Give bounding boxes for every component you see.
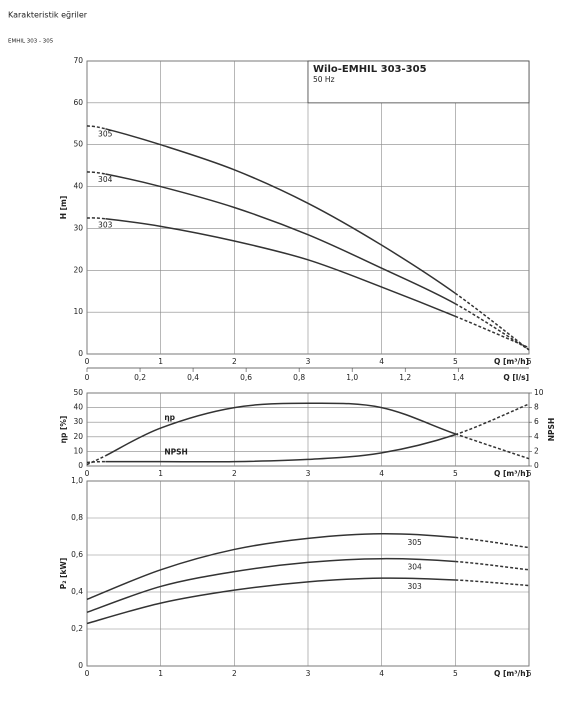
y-tick-label: 30 <box>73 417 83 426</box>
x-tick-label: 1 <box>158 469 163 478</box>
x-tick-label: 3 <box>306 669 311 678</box>
x-tick-label: 0 <box>85 469 90 478</box>
y-tick-label: 30 <box>73 223 83 232</box>
curve-extension <box>455 579 530 587</box>
curve-label: 303 <box>98 220 113 229</box>
y-tick-label: 0,6 <box>71 550 83 559</box>
x-tick-label: 5 <box>453 469 458 478</box>
x2-tick-label: 1,4 <box>452 373 464 382</box>
curve-extension <box>454 303 530 351</box>
y-tick-label: 0,8 <box>71 513 83 522</box>
curve <box>86 532 456 601</box>
curve-label: 304 <box>98 175 113 184</box>
y-tick-label: 0 <box>78 349 83 358</box>
page-title: Karakteristik eğriler <box>8 11 88 20</box>
x-tick-label: 1 <box>158 357 163 366</box>
x-tick-label: 6 <box>527 469 532 478</box>
y2-tick-label: 8 <box>534 403 539 412</box>
y-tick-label: 0,4 <box>71 587 83 596</box>
x-tick-label: 4 <box>379 357 384 366</box>
y-tick-label: 0,2 <box>71 624 83 633</box>
x-tick-label: 3 <box>306 357 311 366</box>
curve <box>86 577 456 625</box>
y2-tick-label: 0 <box>534 461 539 470</box>
x2-tick-label: 0,6 <box>240 373 252 382</box>
curve-label: 305 <box>98 130 113 139</box>
y-tick-label: 50 <box>73 388 83 397</box>
y2-tick-label: 10 <box>534 388 544 397</box>
x-tick-label: 2 <box>232 469 237 478</box>
curve-label: NPSH <box>164 448 187 457</box>
curve-extension <box>455 560 530 571</box>
y-axis-label: ηp [%] <box>59 416 68 444</box>
x-tick-label: 0 <box>85 357 90 366</box>
box-title: Wilo-EMHIL 303-305 <box>313 64 427 75</box>
y-tick-label: 20 <box>73 432 83 441</box>
x-tick-label: 2 <box>232 357 237 366</box>
y-tick-label: 40 <box>73 403 83 412</box>
x-tick-label: 3 <box>306 469 311 478</box>
y-tick-label: 0 <box>78 661 83 670</box>
curve <box>105 173 456 305</box>
y2-axis-label: NPSH <box>547 418 556 441</box>
y2-tick-label: 4 <box>534 432 539 441</box>
y-tick-label: 40 <box>73 182 83 191</box>
x-tick-label: 6 <box>527 357 532 366</box>
curve <box>105 128 456 294</box>
y-tick-label: 1,0 <box>71 476 83 485</box>
x-tick-label: 5 <box>453 357 458 366</box>
curve-label: 305 <box>407 538 422 547</box>
y2-tick-label: 6 <box>534 417 539 426</box>
curve-label: 303 <box>407 582 422 591</box>
curve-extension <box>455 433 530 460</box>
y-tick-label: 20 <box>73 265 83 274</box>
y-tick-label: 10 <box>73 446 83 455</box>
curve-extension <box>86 460 106 464</box>
x-tick-label: 2 <box>232 669 237 678</box>
y2-tick-label: 2 <box>534 446 539 455</box>
x2-tick-label: 0 <box>85 373 90 382</box>
x2-tick-label: 1,2 <box>399 373 411 382</box>
legend-box <box>307 60 530 104</box>
curve-label: ηp <box>164 413 175 422</box>
y-tick-label: 10 <box>73 307 83 316</box>
x-tick-label: 5 <box>453 669 458 678</box>
curve-label: 304 <box>407 563 422 572</box>
box-subtitle: 50 Hz <box>313 75 335 84</box>
x-tick-label: 0 <box>85 669 90 678</box>
y-tick-label: 70 <box>73 56 83 65</box>
y-axis-label: P₂ [kW] <box>59 558 68 590</box>
y-tick-label: 50 <box>73 140 83 149</box>
x-tick-label: 6 <box>527 669 532 678</box>
curve-extension <box>86 125 106 130</box>
x2-tick-label: 0,8 <box>293 373 305 382</box>
curve-extension <box>455 315 530 349</box>
curve-extension <box>86 171 106 175</box>
x-axis-label: Q [m³/h] <box>494 669 529 678</box>
x2-tick-label: 0,4 <box>187 373 199 382</box>
x-tick-label: 4 <box>379 669 384 678</box>
curve <box>105 218 456 318</box>
x-axis-label: Q [m³/h] <box>494 469 529 478</box>
curve <box>105 433 456 463</box>
x-tick-label: 1 <box>158 669 163 678</box>
x2-axis-label: Q [l/s] <box>503 373 529 382</box>
page-subtitle: EMHIL 303 - 305 <box>8 39 54 45</box>
y-tick-label: 60 <box>73 98 83 107</box>
y-tick-label: 0 <box>78 461 83 470</box>
curve <box>105 402 456 457</box>
curve-extension <box>455 403 530 436</box>
curve <box>86 557 456 614</box>
curve-extension <box>455 536 530 549</box>
curve-extension <box>86 217 106 220</box>
y-axis-label: H [m] <box>59 196 68 220</box>
x2-tick-label: 1,0 <box>346 373 358 382</box>
x-tick-label: 4 <box>379 469 384 478</box>
x-axis-label: Q [m³/h] <box>494 357 529 366</box>
x2-tick-label: 0,2 <box>134 373 146 382</box>
